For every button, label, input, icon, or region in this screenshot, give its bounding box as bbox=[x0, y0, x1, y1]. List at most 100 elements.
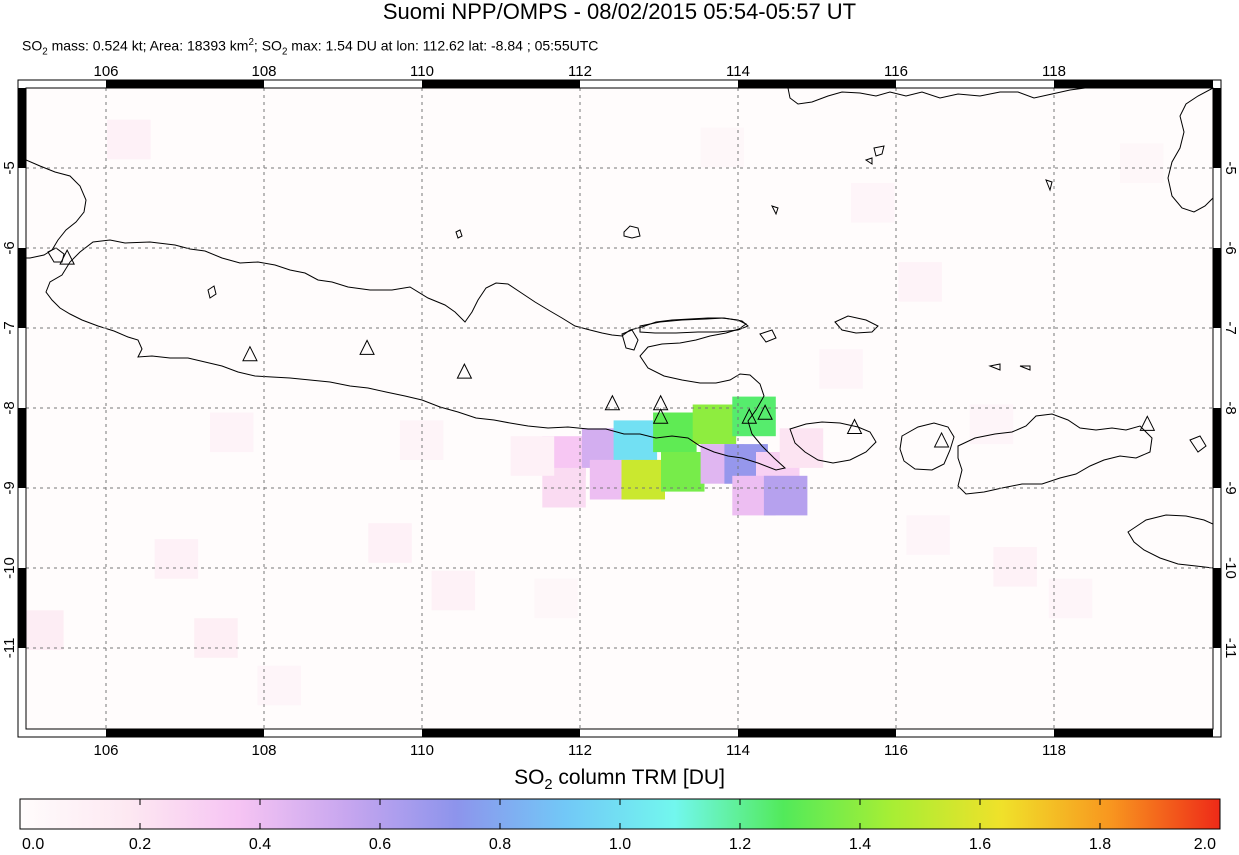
colorbar-label: 0.2 bbox=[128, 836, 152, 853]
lon-label-top: 114 bbox=[726, 63, 750, 80]
lat-label-right: -10 bbox=[1222, 557, 1239, 579]
so2-pixel bbox=[510, 436, 555, 476]
graticule bbox=[26, 88, 1213, 729]
islet-1 bbox=[207, 285, 217, 299]
islet-7 bbox=[988, 363, 1001, 371]
lon-label-bottom: 114 bbox=[726, 742, 750, 759]
colorbar-label: 2.0 bbox=[1193, 836, 1216, 853]
volcano-marker bbox=[604, 394, 621, 411]
volcano-marker bbox=[757, 404, 773, 420]
sumba-coastline bbox=[1127, 514, 1213, 569]
so2-pixel bbox=[661, 452, 705, 492]
lat-label-right: -6 bbox=[1222, 241, 1239, 254]
so2-pixel bbox=[431, 570, 476, 611]
java-coastline bbox=[45, 239, 787, 471]
so2-pixel bbox=[613, 420, 658, 460]
so2-pixel bbox=[257, 665, 301, 706]
volcano-marker bbox=[456, 362, 473, 379]
map-title: Suomi NPP/OMPS - 08/02/2015 05:54-05:57 … bbox=[382, 0, 857, 24]
lat-label-left: -8 bbox=[1, 401, 18, 414]
so2-pixel bbox=[621, 459, 665, 500]
so2-pixel bbox=[1120, 143, 1164, 183]
volcano-marker bbox=[59, 249, 75, 265]
so2-pixel bbox=[819, 349, 863, 389]
colorbar-label: 1.4 bbox=[848, 836, 872, 853]
bawean-coastline bbox=[623, 225, 641, 239]
so2-pixel bbox=[851, 183, 895, 223]
lon-label-bottom: 116 bbox=[884, 742, 908, 759]
lat-label-right: -5 bbox=[1222, 161, 1239, 174]
so2-pixel bbox=[993, 547, 1037, 587]
lombok-coastline bbox=[899, 422, 955, 471]
sulawesi-coastline bbox=[1167, 88, 1213, 213]
colorbar-ticks bbox=[139, 799, 1101, 829]
colorbar-labels: 0.0 0.2 0.4 0.6 0.8 1.0 1.2 1.4 1.6 1.8 … bbox=[0, 836, 1239, 854]
islet-9 bbox=[1189, 435, 1207, 453]
so2-pixel bbox=[26, 610, 64, 650]
volcano-marker bbox=[359, 339, 375, 355]
lon-label-top: 106 bbox=[93, 63, 118, 80]
so2-pixel bbox=[368, 523, 412, 563]
islet-5 bbox=[873, 145, 885, 157]
colorbar-label: 1.6 bbox=[968, 836, 992, 853]
islet-6 bbox=[864, 157, 873, 165]
colorbar-label: 0.8 bbox=[488, 836, 512, 853]
so2-pixel bbox=[898, 262, 942, 302]
lon-label-top: 118 bbox=[1042, 63, 1066, 80]
lat-label-right: -7 bbox=[1222, 321, 1239, 334]
borneo-coastline bbox=[787, 88, 1086, 105]
lon-label-top: 116 bbox=[884, 63, 908, 80]
colorbar-label: 0.6 bbox=[368, 836, 392, 853]
lat-label-left: -5 bbox=[1, 161, 18, 174]
so2-pixel bbox=[732, 396, 776, 437]
lon-label-bottom: 112 bbox=[568, 742, 592, 759]
sumbawa-coastline bbox=[957, 413, 1153, 495]
so2-pixel bbox=[692, 404, 737, 445]
lat-label-left: -9 bbox=[1, 481, 18, 494]
colorbar-label: 0.4 bbox=[248, 836, 272, 853]
lat-label-left: -11 bbox=[1, 638, 18, 659]
colorbar-label: 1.2 bbox=[728, 836, 752, 853]
colorbar-label: 1.0 bbox=[608, 836, 632, 853]
so2-pixel bbox=[906, 515, 950, 555]
so2-pixel bbox=[779, 428, 824, 468]
lon-label-bottom: 108 bbox=[251, 742, 276, 759]
islet-10 bbox=[1045, 179, 1053, 192]
volcano-marker bbox=[1139, 415, 1156, 431]
lon-label-bottom: 118 bbox=[1042, 742, 1066, 759]
lon-label-bottom: 106 bbox=[93, 742, 118, 759]
so2-pixel bbox=[700, 127, 745, 168]
islet-3 bbox=[621, 329, 639, 351]
islet-2 bbox=[455, 229, 463, 239]
kangean-coastline bbox=[834, 315, 879, 334]
lat-label-left: -10 bbox=[1, 557, 18, 579]
coastline-layer bbox=[26, 88, 1213, 569]
lat-label-left: -6 bbox=[1, 241, 18, 254]
so2-pixel bbox=[210, 412, 254, 453]
colorbar-label: 1.8 bbox=[1088, 836, 1112, 853]
lon-label-top: 108 bbox=[251, 63, 276, 80]
lon-labels: 106 108 110 112 114 116 118 106 108 110 … bbox=[93, 63, 1065, 759]
volcano-marker bbox=[242, 345, 258, 362]
so2-pixel bbox=[154, 539, 199, 579]
lat-label-right: -11 bbox=[1222, 638, 1239, 659]
lat-label-right: -8 bbox=[1222, 401, 1239, 414]
lon-label-top: 110 bbox=[410, 63, 434, 80]
colorbar-label: 0.0 bbox=[22, 836, 45, 853]
islet-4 bbox=[759, 329, 777, 343]
so2-pixel bbox=[194, 618, 238, 658]
volcano-marker bbox=[652, 408, 669, 424]
lon-label-bottom: 110 bbox=[410, 742, 434, 759]
so2-pixel bbox=[653, 412, 697, 453]
so2-pixel bbox=[1048, 578, 1093, 619]
colorbar-title: SO2 column TRM [DU] bbox=[514, 766, 725, 794]
volcano-marker bbox=[741, 408, 758, 424]
so2-pixel bbox=[534, 578, 578, 619]
volcano-layer bbox=[59, 249, 1156, 448]
so2-stats-line: SO2 mass: 0.524 kt; Area: 18393 km2; SO2… bbox=[22, 37, 599, 58]
volcano-marker bbox=[933, 431, 950, 448]
sumatra-coastline bbox=[26, 159, 87, 259]
so2-pixel-layer bbox=[26, 119, 1164, 706]
lat-label-left: -7 bbox=[1, 321, 18, 334]
